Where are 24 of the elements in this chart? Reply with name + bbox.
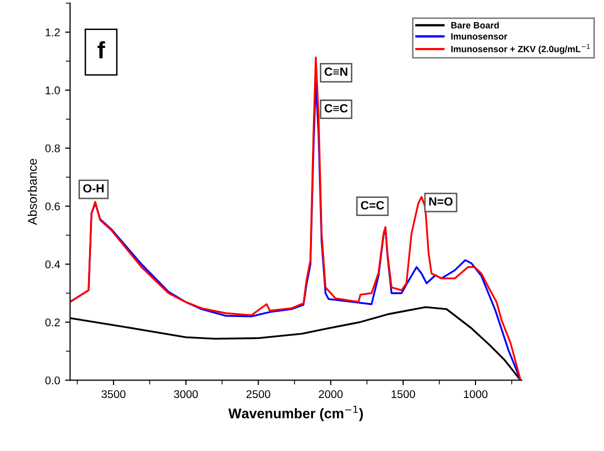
y-tick-label: 0.8 — [45, 144, 60, 152]
y-tick-label: 0.6 — [45, 202, 60, 210]
y-tick-label: 1.0 — [46, 86, 60, 94]
annotation: N=O — [429, 197, 453, 206]
x-tick-label: 3500 — [102, 390, 126, 398]
y-tick-label: 0.0 — [45, 376, 60, 384]
annotation: C=C — [360, 201, 384, 210]
y-tick-label: 0.4 — [45, 260, 60, 268]
legend-label: Imunosensor — [451, 33, 508, 40]
annotation: f — [98, 41, 106, 58]
x-tick-label: 3000 — [174, 390, 198, 398]
x-tick-label: 1000 — [464, 390, 488, 398]
x-tick-label: 2500 — [246, 390, 270, 398]
legend-label: Imunosensor + ZKV (2.0ug/mL$^{−1}$ — [451, 44, 590, 54]
x-tick-label: 2000 — [318, 390, 343, 398]
annotation: C≡N — [324, 68, 348, 76]
y-tick-label: 1.2 — [46, 28, 60, 36]
y-tick-label: 0.2 — [45, 318, 60, 326]
annotation: C≡C — [324, 104, 348, 112]
x-axis-title: Wavenumber (cm$^{−1}$) — [228, 406, 363, 422]
annotation: O-H — [83, 184, 104, 193]
y-axis-title: Absorbance — [28, 158, 37, 226]
x-tick-label: 1500 — [392, 390, 416, 398]
legend-label: Bare Board — [451, 22, 499, 28]
